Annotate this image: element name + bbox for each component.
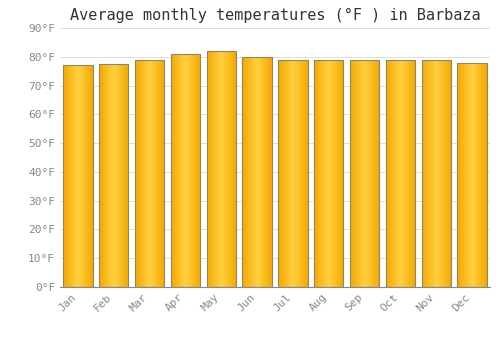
Bar bbox=[386, 60, 415, 287]
Bar bbox=[350, 60, 380, 287]
Bar bbox=[422, 60, 451, 287]
Bar bbox=[63, 65, 92, 287]
Bar bbox=[206, 51, 236, 287]
Bar bbox=[278, 60, 308, 287]
Title: Average monthly temperatures (°F ) in Barbaza: Average monthly temperatures (°F ) in Ba… bbox=[70, 8, 480, 23]
Bar bbox=[314, 60, 344, 287]
Bar bbox=[135, 60, 164, 287]
Bar bbox=[458, 63, 487, 287]
Bar bbox=[99, 64, 128, 287]
Bar bbox=[242, 57, 272, 287]
Bar bbox=[170, 54, 200, 287]
